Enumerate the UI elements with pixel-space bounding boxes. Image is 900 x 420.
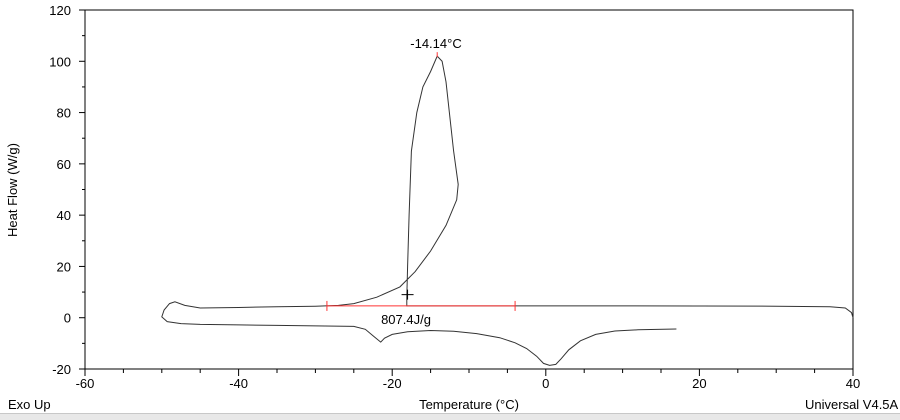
y-tick-label: -20 [52,362,71,377]
dsc-curve-line [161,55,854,366]
x-tick-label: 40 [846,376,860,391]
exo-up-label: Exo Up [8,397,51,412]
x-tick-label: -40 [229,376,248,391]
peak-temperature-label: -14.14°C [410,36,461,51]
x-tick-label: -60 [76,376,95,391]
plot-frame [84,9,854,370]
y-tick-label: 60 [57,157,71,172]
axes [84,9,854,370]
x-tick-label: -20 [383,376,402,391]
window-bottom-strip [0,413,900,420]
y-tick-label: 0 [64,311,71,326]
x-tick-label: 0 [542,376,549,391]
y-tick-label: 20 [57,259,71,274]
x-axis-label: Temperature (°C) [419,397,519,412]
y-tick-label: 100 [49,54,71,69]
y-axis-label: Heat Flow (W/g) [5,143,20,237]
x-tick-label: 20 [692,376,706,391]
axis-ticks: -60 -40 -20 0 20 40 -20 0 20 40 60 80 100 120 [49,3,860,391]
series [161,55,854,366]
annotations [326,52,516,311]
enthalpy-label: 807.4J/g [381,312,431,327]
y-tick-label: 80 [57,106,71,121]
y-tick-label: 40 [57,208,71,223]
software-version-label: Universal V4.5A [805,397,899,412]
y-tick-label: 120 [49,3,71,18]
